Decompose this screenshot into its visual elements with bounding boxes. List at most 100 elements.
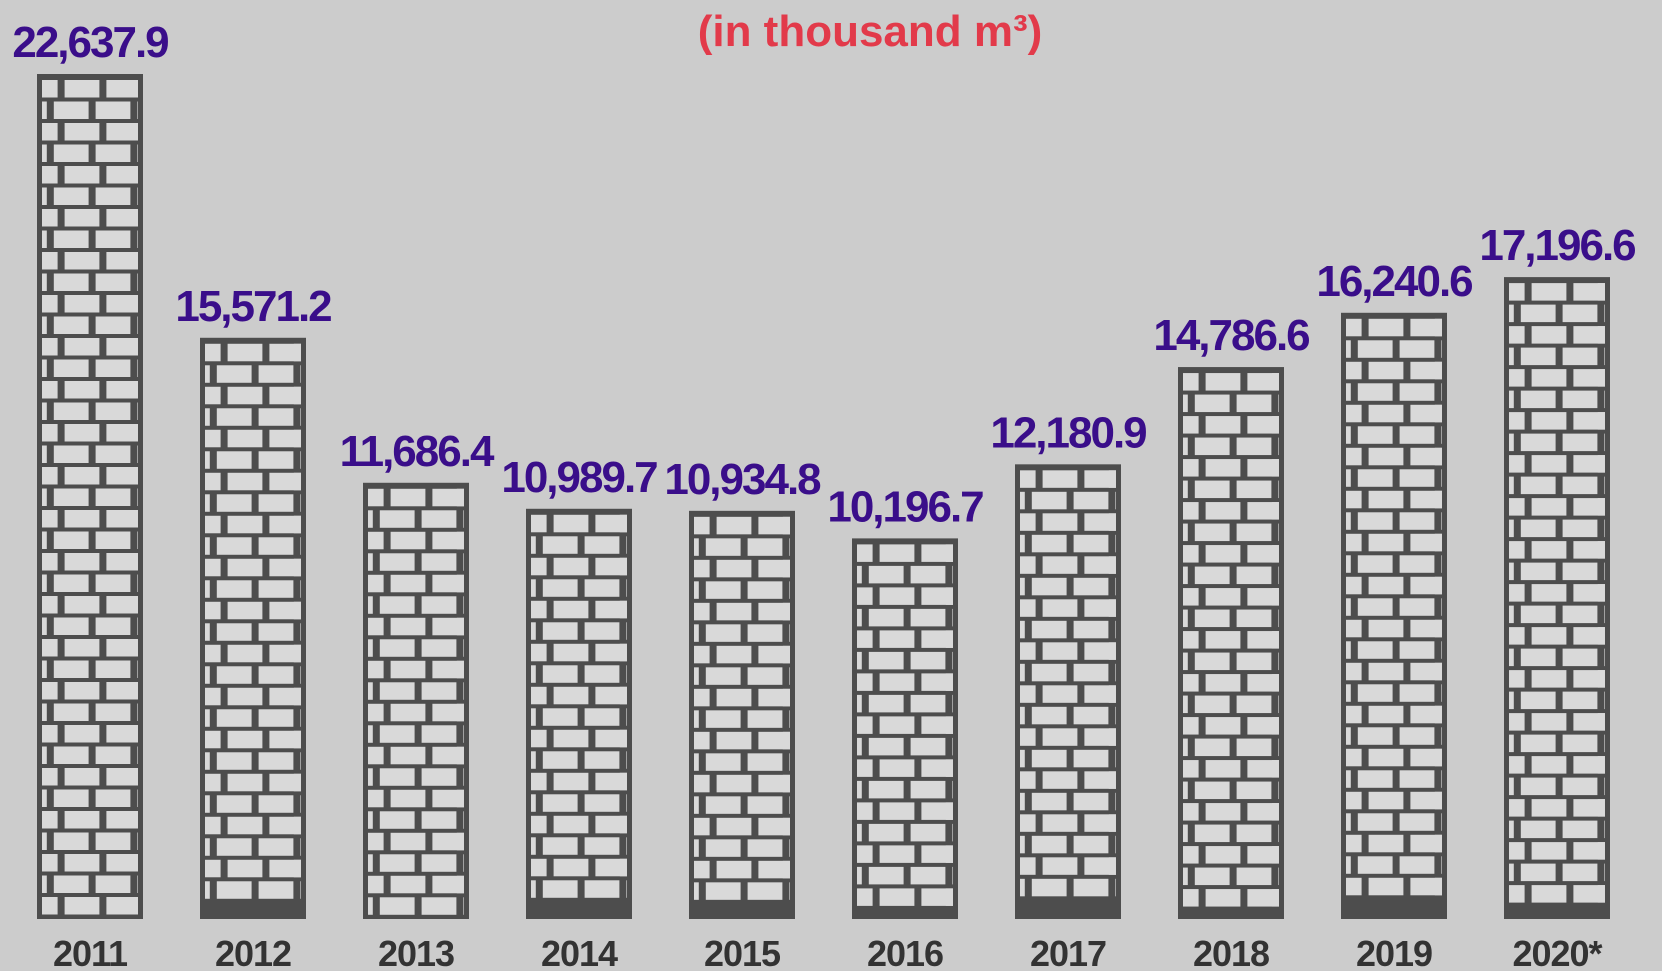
brick (1509, 691, 1514, 710)
brick (1562, 562, 1598, 581)
brick (1410, 748, 1442, 767)
brick (553, 600, 589, 619)
brick (95, 660, 131, 678)
brick (1562, 605, 1598, 624)
brick (42, 273, 47, 291)
brick (1346, 512, 1351, 530)
brick (137, 445, 138, 463)
brick (227, 644, 263, 663)
brick (42, 875, 47, 893)
brick (42, 187, 47, 205)
brick (747, 710, 783, 728)
brick (789, 710, 790, 728)
brick (300, 451, 301, 469)
brick (1084, 470, 1116, 488)
brick (216, 666, 252, 684)
brick (1084, 685, 1116, 703)
brick (53, 144, 89, 162)
brick (1441, 340, 1442, 358)
brick (1084, 513, 1116, 531)
brick (379, 854, 415, 872)
brick (293, 472, 301, 491)
brick (1194, 824, 1230, 843)
brick (1194, 738, 1230, 757)
brick (379, 639, 415, 657)
brick (1271, 588, 1279, 606)
brick (205, 386, 221, 405)
brick (1509, 670, 1525, 688)
brick (1183, 717, 1199, 735)
brick (782, 731, 790, 750)
brick (789, 581, 790, 599)
brick (921, 888, 953, 906)
brick (531, 815, 547, 834)
brick (1410, 533, 1442, 552)
brick (1357, 813, 1393, 831)
brick (1520, 734, 1556, 753)
brick (216, 580, 252, 598)
brick (1441, 469, 1442, 487)
brick (205, 687, 221, 706)
brick (879, 716, 915, 734)
brick (1108, 642, 1116, 660)
bar-2014 (526, 508, 632, 919)
brick (1278, 781, 1279, 800)
brick (1604, 347, 1605, 366)
brick (130, 725, 138, 743)
brick (42, 832, 47, 850)
brick (1597, 283, 1605, 301)
brick (1236, 566, 1272, 585)
brick (1042, 685, 1078, 703)
brick (293, 386, 301, 405)
brick (1441, 555, 1442, 573)
bar-2018 (1178, 367, 1284, 919)
brick (1368, 576, 1404, 595)
brick (64, 80, 100, 98)
brick (95, 101, 131, 119)
brick (868, 651, 904, 670)
brick (368, 768, 373, 786)
brick (1573, 627, 1605, 645)
brick (1531, 799, 1567, 817)
brick (106, 682, 138, 700)
year-label-2012: 2012 (215, 933, 291, 971)
bar-2016 (852, 538, 958, 919)
brick (293, 859, 301, 878)
brick (1194, 480, 1230, 499)
brick (53, 789, 89, 807)
brick (626, 880, 627, 898)
brick (619, 557, 627, 576)
brick (1183, 373, 1199, 391)
brick (1020, 857, 1036, 875)
brick (1183, 437, 1188, 456)
brick (106, 381, 138, 399)
brick (53, 531, 89, 549)
brick (857, 694, 862, 713)
brick (1520, 519, 1556, 538)
brick (1073, 534, 1109, 553)
brick (1236, 824, 1272, 843)
brick (1346, 662, 1362, 681)
brick (293, 644, 301, 663)
brick (205, 343, 221, 362)
brick (1346, 598, 1351, 616)
brick (137, 230, 138, 248)
brick (1194, 437, 1230, 456)
brick (368, 510, 373, 528)
value-label-2018: 14,786.6 (1153, 311, 1309, 360)
brick (1399, 469, 1435, 487)
brick (1236, 523, 1272, 542)
brick (106, 854, 138, 872)
brick (379, 811, 415, 829)
brick (293, 558, 301, 577)
brick (390, 703, 426, 722)
brick (64, 123, 100, 141)
brick (1073, 491, 1109, 510)
brick (1278, 523, 1279, 542)
brick (1531, 412, 1567, 430)
brick (857, 737, 862, 756)
brick (463, 725, 464, 743)
brick (782, 602, 790, 621)
brick (1271, 674, 1279, 692)
brick (258, 451, 294, 469)
